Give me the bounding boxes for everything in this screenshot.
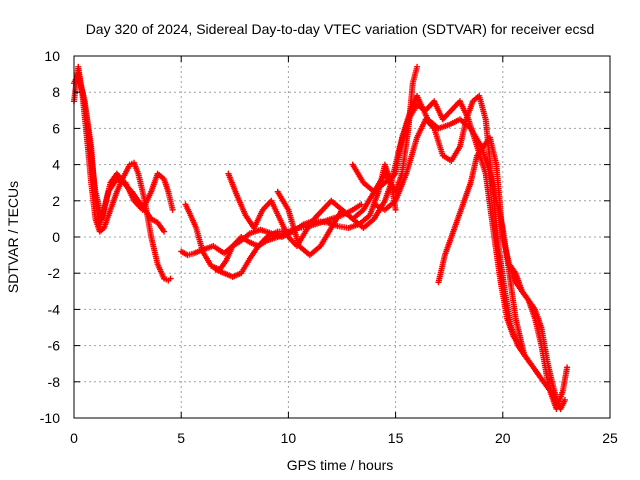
chart-title: Day 320 of 2024, Sidereal Day-to-day VTE… bbox=[86, 21, 595, 37]
y-axis-label: SDTVAR / TECUs bbox=[5, 181, 21, 293]
y-tick-label: 10 bbox=[44, 48, 60, 64]
x-tick-label: 15 bbox=[388, 430, 404, 446]
data-point bbox=[358, 201, 365, 208]
y-tick-label: 4 bbox=[52, 157, 60, 173]
y-tick-label: -6 bbox=[48, 338, 61, 354]
y-tick-label: 8 bbox=[52, 84, 60, 100]
y-tick-label: -8 bbox=[48, 374, 61, 390]
series-track-9 bbox=[349, 92, 534, 367]
series-track-2 bbox=[71, 71, 176, 222]
y-tick-label: -2 bbox=[48, 265, 61, 281]
y-tick-label: -10 bbox=[40, 410, 60, 426]
data-point bbox=[392, 206, 399, 213]
data-point bbox=[169, 206, 176, 213]
y-tick-label: -4 bbox=[48, 301, 61, 317]
y-tick-label: 0 bbox=[52, 229, 60, 245]
x-tick-label: 25 bbox=[602, 430, 618, 446]
data-points bbox=[71, 63, 571, 412]
data-point bbox=[414, 63, 421, 70]
x-tick-label: 5 bbox=[177, 430, 185, 446]
axis-ticks: 0 5 10 15 20 25 -10 -8 -6 -4 -2 0 2 4 6 8 10 bbox=[40, 48, 618, 446]
data-point bbox=[167, 275, 174, 282]
x-tick-label: 0 bbox=[70, 430, 78, 446]
series-track-12 bbox=[506, 261, 562, 409]
data-point bbox=[161, 228, 168, 235]
x-axis-label: GPS time / hours bbox=[287, 457, 394, 473]
data-point bbox=[564, 364, 571, 371]
series-track-3 bbox=[75, 71, 168, 235]
data-point bbox=[561, 396, 568, 403]
x-tick-label: 10 bbox=[281, 430, 297, 446]
y-tick-label: 2 bbox=[52, 193, 60, 209]
data-point bbox=[555, 402, 562, 409]
x-tick-label: 20 bbox=[495, 430, 511, 446]
y-tick-label: 6 bbox=[52, 120, 60, 136]
